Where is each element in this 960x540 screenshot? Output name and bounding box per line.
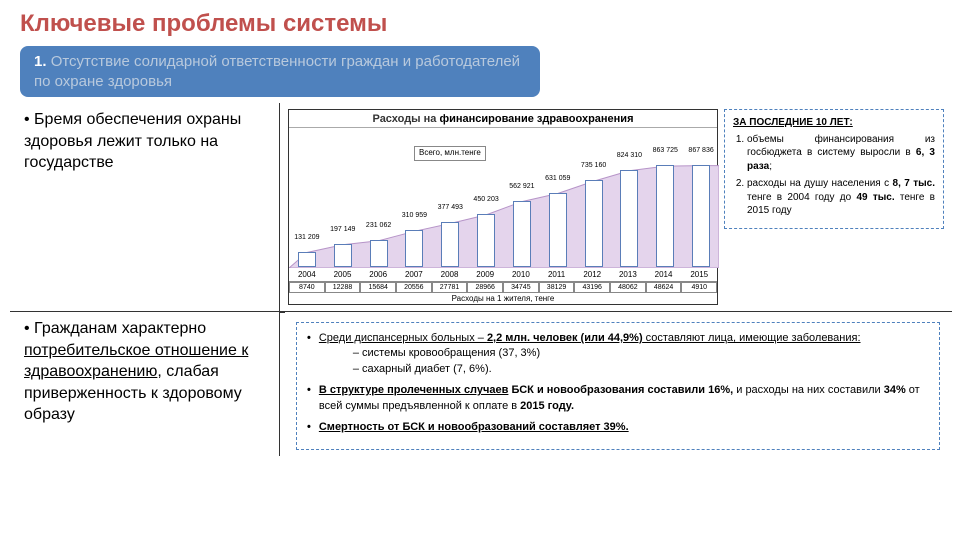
summary-item-1: объемы финансирования из госбюджета в си… [747,133,935,174]
year-label: 2009 [467,268,503,281]
bar-2008: 377 493 [441,222,459,267]
summary-item-2: расходы на душу населения с 8, 7 тыс. те… [747,177,935,218]
bar-2012: 735 160 [585,180,603,267]
bar-2010: 562 921 [513,201,531,267]
page-title: Ключевые проблемы системы [0,0,960,44]
percapita-cell: 48624 [646,282,682,293]
bar-2004: 131 209 [298,252,316,267]
year-label: 2012 [574,268,610,281]
year-label: 2013 [610,268,646,281]
percapita-cell: 28966 [467,282,503,293]
banner-text: Отсутствие солидарной ответственности гр… [34,53,520,90]
content-grid: • Бремя обеспечения охраны здоровья лежи… [0,103,960,456]
summary-heading: ЗА ПОСЛЕДНИЕ 10 ЛЕТ: [733,116,935,130]
year-label: 2015 [681,268,717,281]
bar-2011: 631 059 [549,193,567,267]
percapita-cell: 38129 [539,282,575,293]
bar-2005: 197 149 [334,244,352,267]
bar-2009: 450 203 [477,214,495,267]
chart-caption: Расходы на 1 жителя, тенге [289,293,717,304]
bar-2006: 231 062 [370,240,388,267]
year-label: 2007 [396,268,432,281]
year-label: 2004 [289,268,325,281]
percapita-cell: 43196 [574,282,610,293]
percapita-cell: 15684 [360,282,396,293]
year-label: 2008 [432,268,468,281]
summary-box: ЗА ПОСЛЕДНИЕ 10 ЛЕТ: объемы финансирован… [724,109,944,229]
bar-2013: 824 310 [620,170,638,267]
percapita-cell: 27781 [432,282,468,293]
year-label: 2005 [325,268,361,281]
percapita-cell: 12288 [325,282,361,293]
percapita-cell: 20556 [396,282,432,293]
percapita-cell: 8740 [289,282,325,293]
bar-2014: 863 725 [656,165,674,267]
spending-chart: Расходы на финансирование здравоохранени… [288,109,718,305]
section-banner: 1. Отсутствие солидарной ответственности… [20,46,540,97]
bullet-2: • Гражданам характерно потребительское о… [24,318,271,426]
year-label: 2011 [539,268,575,281]
year-label: 2014 [646,268,682,281]
bar-2007: 310 959 [405,230,423,267]
percapita-cell: 48062 [610,282,646,293]
percapita-cell: 4910 [681,282,717,293]
chart-legend: Всего, млн.тенге [414,146,486,161]
bullet-1: • Бремя обеспечения охраны здоровья лежи… [24,109,271,174]
year-label: 2010 [503,268,539,281]
bar-2015: 867 836 [692,165,710,267]
banner-number: 1. [34,53,47,70]
percapita-cell: 34745 [503,282,539,293]
year-label: 2006 [360,268,396,281]
info-box: •Среди диспансерных больных – 2,2 млн. ч… [296,322,940,450]
